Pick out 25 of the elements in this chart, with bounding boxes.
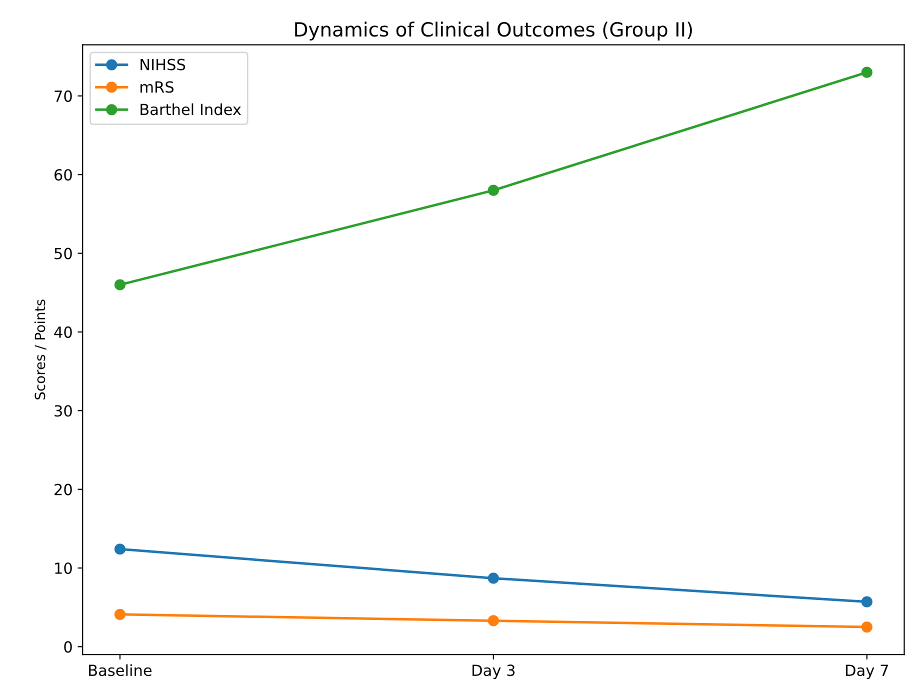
legend-label: Barthel Index: [140, 103, 242, 116]
point: [861, 621, 872, 633]
point: [488, 615, 499, 626]
y-tick-label: 60: [54, 169, 72, 181]
x-tick-label: Day 7: [846, 664, 888, 680]
y-tick-label: 40: [54, 326, 72, 338]
y-tick-label: 70: [54, 90, 72, 102]
y-tick-label: 20: [54, 484, 72, 496]
y-tick-label: 30: [54, 405, 72, 417]
point: [488, 184, 499, 196]
point: [114, 608, 126, 620]
y-tick-label: 0: [64, 641, 72, 653]
legend-label: mRS: [140, 81, 174, 93]
chart-title: Dynamics of Clinical Outcomes (Group II): [295, 22, 692, 40]
point: [861, 66, 872, 78]
point: [861, 596, 872, 608]
x-tick-label: Day 3: [472, 664, 515, 680]
x-tick-label: Baseline: [89, 664, 152, 676]
point: [114, 544, 126, 555]
legend-label: NIHSS: [140, 58, 186, 70]
y-tick-label: 50: [54, 248, 72, 260]
y-tick-label: 10: [55, 562, 72, 574]
y-axis-title: Scores / Points: [34, 300, 46, 400]
point: [488, 572, 499, 584]
point: [114, 279, 126, 290]
